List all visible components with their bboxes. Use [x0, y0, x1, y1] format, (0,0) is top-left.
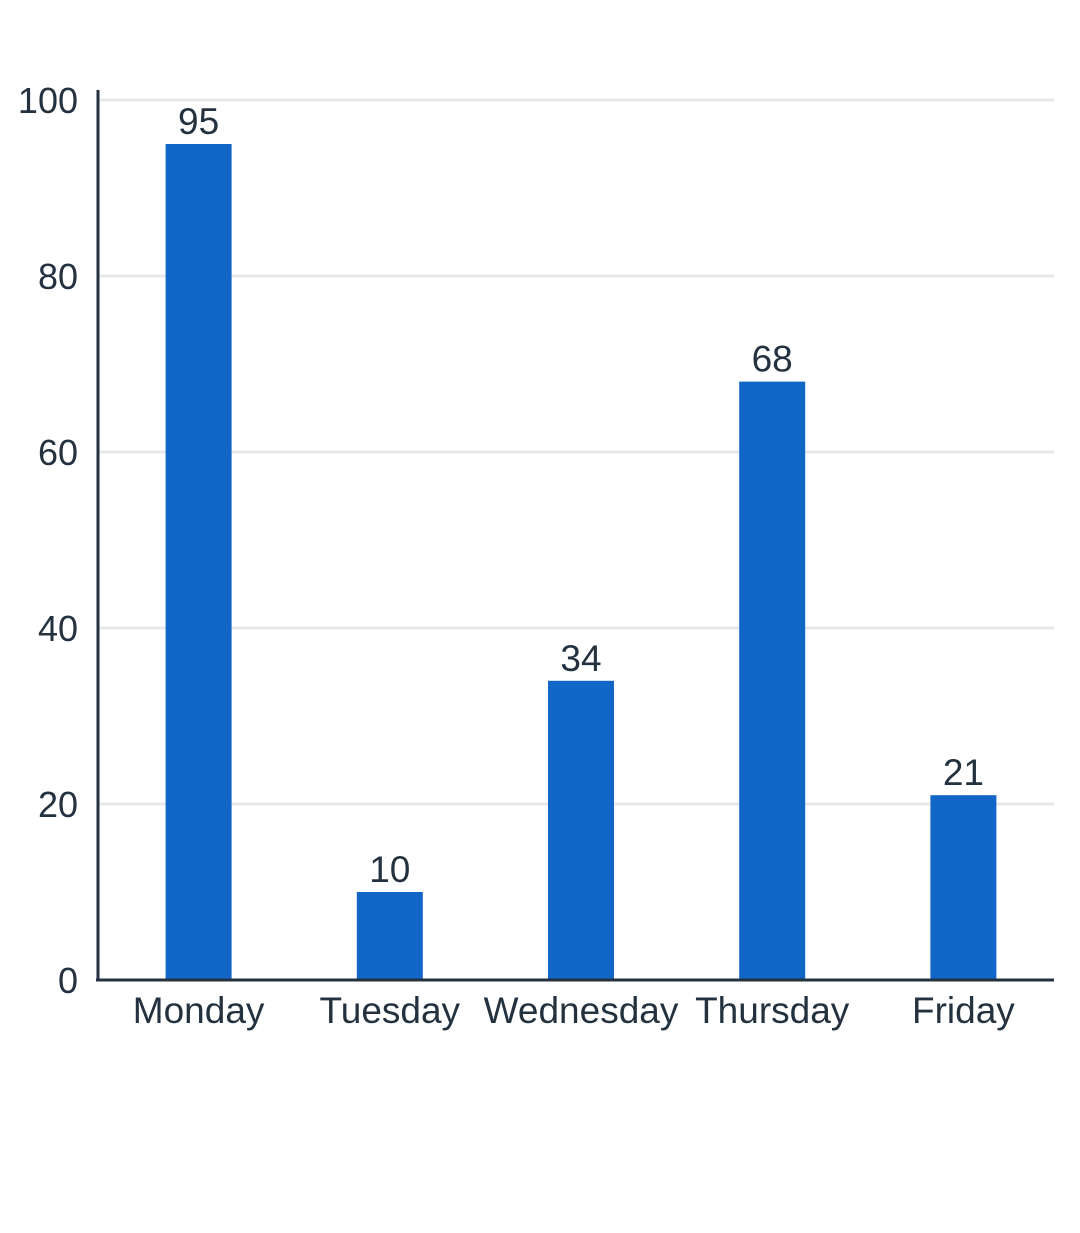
- x-tick-label-monday: Monday: [133, 990, 265, 1031]
- x-tick-label-wednesday: Wednesday: [484, 990, 679, 1031]
- x-tick-label-tuesday: Tuesday: [320, 990, 461, 1031]
- y-tick-label: 60: [38, 432, 78, 473]
- bar-monday: [165, 144, 232, 980]
- data-label-wednesday: 34: [560, 638, 601, 679]
- data-label-monday: 95: [178, 101, 219, 142]
- bar-thursday: [739, 381, 806, 981]
- x-tick-label-thursday: Thursday: [695, 990, 850, 1031]
- axes: [96, 90, 1054, 982]
- data-labels: 95 10 34 68 21: [178, 101, 984, 890]
- data-label-tuesday: 10: [369, 849, 410, 890]
- y-tick-label: 40: [38, 608, 78, 649]
- bar-tuesday: [356, 892, 423, 980]
- y-tick-label: 100: [18, 80, 78, 121]
- x-tick-labels: Monday Tuesday Wednesday Thursday Friday: [133, 990, 1016, 1031]
- data-label-friday: 21: [943, 752, 984, 793]
- y-tick-label: 20: [38, 784, 78, 825]
- x-tick-label-friday: Friday: [912, 990, 1015, 1031]
- data-label-thursday: 68: [752, 339, 793, 380]
- bar-friday: [930, 795, 997, 980]
- gridlines: [98, 98, 1054, 806]
- bars: [165, 144, 997, 981]
- bar-wednesday: [548, 680, 614, 980]
- y-tick-label: 80: [38, 256, 78, 297]
- y-tick-labels: 0 20 40 60 80 100: [18, 80, 78, 1001]
- y-tick-label: 0: [58, 960, 78, 1001]
